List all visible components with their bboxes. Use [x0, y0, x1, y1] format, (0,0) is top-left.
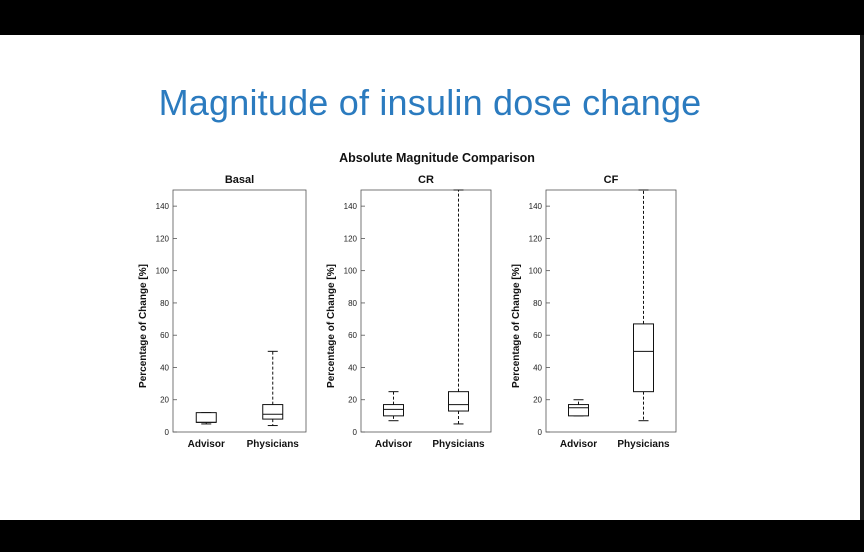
y-tick-label: 60 [160, 331, 169, 340]
panel-title: CF [604, 174, 619, 186]
box-advisor [195, 412, 217, 425]
x-tick-label: Advisor [375, 439, 412, 450]
iqr-box [262, 404, 284, 420]
slide-title: Magnitude of insulin dose change [158, 82, 702, 123]
y-tick-label: 120 [529, 234, 543, 243]
y-axis-label: Percentage of Change [%] [326, 264, 337, 388]
y-tick-label: 40 [533, 363, 542, 372]
iqr-box [633, 323, 654, 393]
y-tick-label: 20 [533, 396, 542, 405]
box-advisor [568, 399, 589, 417]
panel-title: Basal [225, 174, 254, 186]
x-tick-label: Physicians [617, 439, 670, 450]
x-tick-label: Physicians [247, 439, 300, 450]
y-tick-label: 0 [165, 428, 170, 437]
axes-frame [360, 189, 492, 433]
y-tick-label: 0 [353, 428, 358, 437]
y-tick-label: 40 [348, 363, 357, 372]
chart-panels: Basal 0 20 40 60 80 100 120 140 Percentage of Cha… [138, 174, 677, 450]
y-tick-label: 100 [344, 267, 358, 276]
y-tick-label: 140 [529, 202, 543, 211]
box-advisor [383, 391, 404, 422]
chart-title: Absolute Magnitude Comparison [339, 151, 535, 165]
x-tick-label: Advisor [188, 439, 225, 450]
axes-frame [172, 189, 307, 433]
y-tick-label: 60 [533, 331, 542, 340]
axes-frame [545, 189, 677, 433]
panel-title: CR [418, 174, 434, 186]
panel-cf: CF 0 20 40 60 80 100 120 140 Percentage of Change… [511, 174, 677, 450]
iqr-box [383, 404, 404, 417]
y-tick-label: 120 [344, 234, 358, 243]
y-tick-label: 140 [344, 202, 358, 211]
y-tick-label: 100 [156, 267, 170, 276]
box-physicians [633, 189, 654, 422]
y-tick-label: 140 [156, 202, 170, 211]
box-physicians [448, 189, 469, 425]
y-tick-label: 20 [160, 396, 169, 405]
y-tick-label: 20 [348, 396, 357, 405]
y-tick-label: 80 [348, 299, 357, 308]
x-tick-label: Advisor [560, 439, 597, 450]
y-tick-label: 80 [533, 299, 542, 308]
window-edge [860, 35, 864, 520]
iqr-box [568, 404, 589, 417]
y-tick-label: 0 [538, 428, 543, 437]
y-tick-label: 120 [156, 234, 170, 243]
y-tick-label: 80 [160, 299, 169, 308]
slide-background [0, 35, 860, 520]
panel-basal: Basal 0 20 40 60 80 100 120 140 Percentage of Cha… [138, 174, 307, 450]
y-tick-label: 40 [160, 363, 169, 372]
iqr-box [448, 391, 469, 412]
y-axis-label: Percentage of Change [%] [511, 264, 522, 388]
x-tick-label: Physicians [432, 439, 485, 450]
panel-cr: CR 0 20 40 60 80 100 120 140 Percentage of Change… [326, 174, 492, 450]
y-tick-label: 60 [348, 331, 357, 340]
y-axis-label: Percentage of Change [%] [138, 264, 149, 388]
box-physicians [262, 350, 284, 427]
iqr-box [195, 412, 217, 423]
y-tick-label: 100 [529, 267, 543, 276]
